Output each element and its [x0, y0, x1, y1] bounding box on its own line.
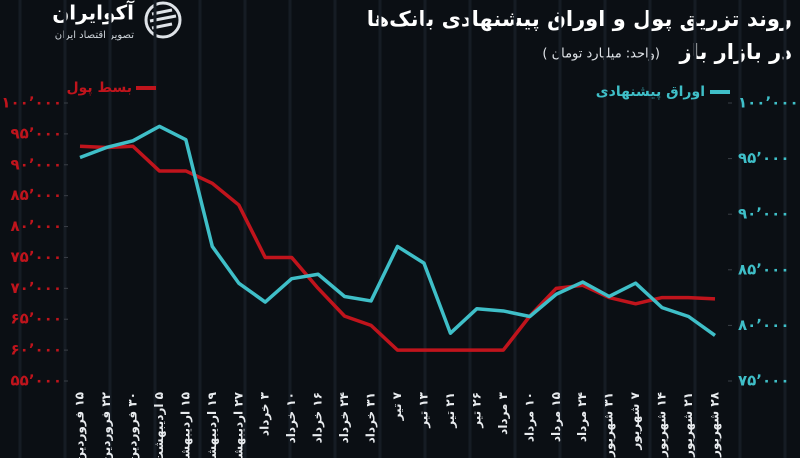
y-tick-label: ۸۵٬۰۰۰	[11, 186, 62, 204]
x-tick-label: ۳ خرداد	[258, 391, 272, 436]
logo-tagline: تصویر اقتصاد ایران	[55, 30, 134, 41]
x-tick-label: ۳ مرداد	[496, 391, 510, 435]
y2-tick-label: ۹۵٬۰۰۰	[738, 149, 789, 167]
chart-title: روند تزریق پول و اوراق پیشنهادی بانک‌ها	[367, 7, 792, 31]
x-tick-label: ۳۱ خرداد	[364, 392, 378, 443]
x-tick-label: ۱۵ مرداد	[549, 392, 563, 442]
x-tick-label: ۷ تیر	[390, 391, 404, 421]
x-tick-label: ۳۱ شهریور	[602, 392, 617, 458]
x-tick-label: ۳۰ فروردین	[125, 392, 140, 458]
y-tick-label: ۸۰٬۰۰۰	[11, 217, 62, 235]
x-tick-label: ۲۶ تیر	[469, 392, 483, 429]
x-tick-label: ۷ شهریور	[628, 391, 643, 450]
y-tick-label: ۶۰٬۰۰۰	[11, 341, 62, 359]
x-tick-label: ۲۱ تیر	[443, 392, 457, 429]
x-tick-label: ۱۰ خرداد	[284, 392, 298, 443]
y-tick-label: ۹۵٬۰۰۰	[11, 124, 62, 142]
y2-tick-label: ۷۵٬۰۰۰	[738, 372, 789, 390]
x-tick-label: ۲۱ شهریور	[681, 392, 696, 458]
y-tick-label: ۱۰۰٬۰۰۰	[1, 94, 62, 112]
legend-label: بسط پول	[66, 80, 132, 96]
x-tick-label: ۲۴ مرداد	[575, 392, 589, 442]
x-tick-label: ۱۴ شهریور	[655, 392, 670, 458]
x-tick-label: ۵ اردیبهشت	[152, 392, 166, 458]
y-tick-label: ۹۰٬۰۰۰	[11, 155, 62, 173]
x-tick-label: ۱۶ خرداد	[311, 392, 325, 443]
y2-tick-label: ۸۵٬۰۰۰	[738, 260, 789, 278]
y2-tick-label: ۹۰٬۰۰۰	[738, 205, 789, 223]
y-tick-label: ۷۰٬۰۰۰	[11, 279, 62, 297]
x-tick-label: ۲۲ فروردین	[99, 391, 114, 458]
x-tick-label: ۱۳ تیر	[416, 391, 430, 428]
chart-title: در بازار باز	[679, 40, 793, 64]
x-tick-label: ۱۹ اردیبهشت	[205, 391, 219, 458]
x-tick-label: ۱۵ اردیبهشت	[178, 392, 192, 458]
logo-icon	[144, 1, 182, 39]
y-tick-label: ۶۵٬۰۰۰	[11, 310, 62, 328]
x-tick-label: ۱۰ مرداد	[522, 392, 536, 442]
chart-subtitle: (واحد: میلیارد تومان )	[542, 47, 660, 62]
legend-label: اوراق پیشنهادی	[596, 84, 705, 100]
x-tick-label: ۱۵ فروردین	[73, 392, 88, 458]
x-tick-label: ۲۴ خرداد	[337, 392, 351, 443]
x-tick-label: ۲۸ شهریور	[708, 391, 723, 458]
series-line	[79, 124, 717, 337]
y-tick-label: ۵۵٬۰۰۰	[11, 372, 62, 390]
y2-tick-label: ۱۰۰٬۰۰۰	[738, 94, 799, 112]
y2-tick-label: ۸۰٬۰۰۰	[738, 316, 789, 334]
x-tick-label: ۲۷ اردیبهشت	[231, 391, 245, 458]
y-tick-label: ۷۵٬۰۰۰	[11, 248, 62, 266]
